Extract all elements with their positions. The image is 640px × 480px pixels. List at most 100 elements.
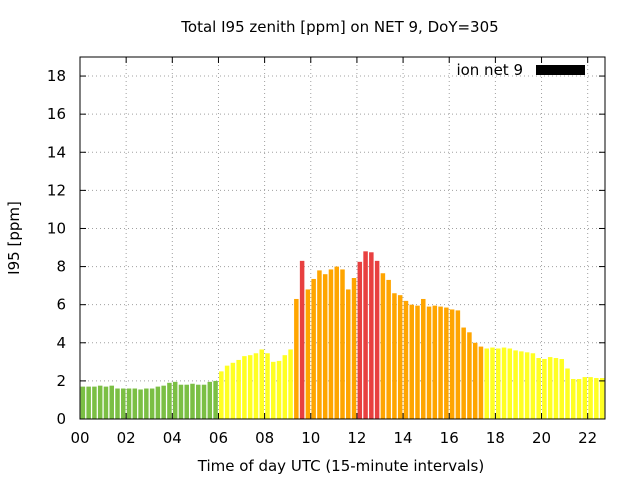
y-tick-label: 18	[47, 67, 66, 85]
bar	[144, 388, 149, 419]
x-axis-label: Time of day UTC (15-minute intervals)	[197, 457, 484, 475]
y-tick-label: 10	[47, 219, 66, 237]
bar	[317, 270, 322, 419]
bar	[363, 251, 368, 419]
x-tick-label: 22	[578, 429, 597, 447]
bar	[444, 307, 449, 419]
bar	[201, 384, 207, 419]
bar	[409, 304, 414, 419]
bar	[161, 385, 166, 419]
bar	[346, 289, 351, 419]
bar	[190, 383, 195, 419]
bar	[86, 386, 91, 419]
bar	[530, 353, 536, 419]
y-tick-label: 16	[47, 105, 66, 123]
y-tick-label: 0	[56, 410, 66, 428]
x-tick-label: 20	[532, 429, 551, 447]
bar	[351, 278, 357, 419]
bar	[386, 279, 391, 419]
x-tick-label: 02	[117, 429, 136, 447]
bar	[501, 347, 507, 419]
bar	[167, 382, 172, 419]
legend-swatch	[536, 65, 585, 75]
bar	[311, 278, 316, 419]
x-tick-label: 00	[70, 429, 89, 447]
bar	[478, 346, 484, 419]
bar	[115, 388, 120, 419]
bar	[236, 359, 241, 419]
bar	[472, 342, 478, 419]
bar	[230, 362, 236, 419]
bar	[340, 269, 345, 419]
bar	[219, 371, 224, 419]
bar	[588, 377, 593, 419]
bar	[213, 380, 218, 419]
y-tick-label: 14	[47, 143, 66, 161]
bar	[519, 351, 524, 419]
bar	[322, 274, 328, 419]
bar	[149, 388, 155, 419]
x-tick-label: 16	[440, 429, 459, 447]
bar	[415, 305, 420, 419]
y-tick-label: 6	[56, 296, 66, 314]
bar	[357, 261, 363, 419]
bar	[247, 355, 253, 419]
bars	[80, 251, 605, 419]
bar	[103, 386, 109, 419]
bar	[582, 377, 588, 419]
legend-label: ion net 9	[456, 61, 523, 79]
bar	[484, 348, 489, 419]
bar	[455, 310, 461, 419]
y-tick-label: 8	[56, 258, 66, 276]
bar	[92, 386, 97, 419]
bar	[467, 332, 472, 419]
bar	[80, 386, 86, 419]
bar	[565, 368, 570, 419]
bar	[421, 298, 426, 419]
bar	[374, 260, 380, 419]
bar	[288, 349, 293, 419]
legend: ion net 9	[456, 61, 585, 79]
x-tick-label: 14	[394, 429, 413, 447]
bar	[328, 269, 334, 419]
bar	[490, 347, 495, 419]
bar	[265, 353, 270, 419]
bar	[155, 386, 161, 419]
y-tick-label: 12	[47, 181, 66, 199]
bar	[305, 289, 311, 419]
x-tick-label: 04	[163, 429, 182, 447]
bar	[294, 298, 299, 419]
y-tick-label: 2	[56, 372, 66, 390]
bar	[172, 381, 178, 419]
bar	[126, 388, 132, 419]
bar	[571, 378, 576, 419]
bar	[369, 252, 374, 419]
x-tick-label: 06	[209, 429, 228, 447]
bar	[207, 381, 213, 419]
bar	[397, 295, 403, 419]
bar	[524, 352, 530, 419]
bar	[97, 385, 103, 419]
chart-title: Total I95 zenith [ppm] on NET 9, DoY=305	[180, 18, 498, 36]
bar	[271, 361, 276, 419]
bar	[132, 388, 138, 419]
bar	[392, 293, 397, 419]
x-tick-label: 18	[486, 429, 505, 447]
bar	[507, 348, 513, 419]
bar	[178, 384, 184, 419]
bar	[259, 349, 264, 419]
x-tick-label: 10	[301, 429, 320, 447]
x-tick-label: 12	[347, 429, 366, 447]
bar	[380, 273, 386, 419]
bar	[121, 388, 126, 419]
bar	[224, 365, 230, 419]
bar	[242, 356, 247, 419]
bar	[599, 378, 605, 419]
bar	[426, 306, 432, 419]
bar	[547, 357, 553, 419]
grid-lines	[80, 57, 605, 419]
bar	[196, 384, 201, 419]
bar	[536, 358, 541, 419]
bar	[138, 389, 143, 419]
